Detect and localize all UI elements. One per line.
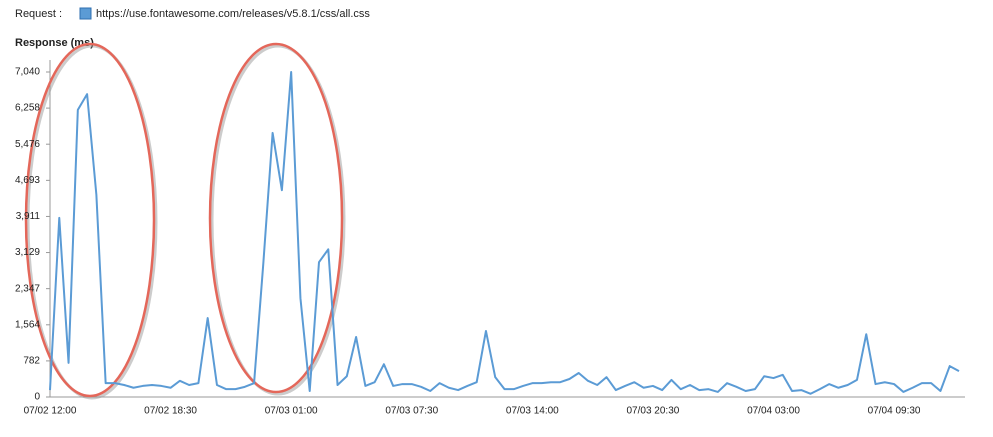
y-tick-label: 4,693 [15, 175, 40, 186]
y-tick-label: 7,040 [15, 67, 40, 78]
x-tick-label: 07/03 14:00 [506, 406, 559, 417]
y-tick-label: 2,347 [15, 283, 40, 294]
legend-swatch [79, 7, 92, 20]
y-tick-label: 782 [23, 356, 40, 367]
highlight-ellipse [208, 42, 344, 394]
highlight-shadow [210, 44, 346, 396]
x-tick-label: 07/02 12:00 [24, 406, 77, 417]
highlight-shadow [26, 44, 158, 400]
y-tick-label: 3,129 [15, 247, 40, 258]
x-tick-label: 07/03 07:30 [385, 406, 438, 417]
x-tick-label: 07/04 03:00 [747, 406, 800, 417]
y-axis-title: Response (ms) [15, 37, 94, 49]
y-tick-label: 1,564 [15, 319, 40, 330]
y-tick-label: 5,476 [15, 139, 40, 150]
x-tick-label: 07/02 18:30 [144, 406, 197, 417]
series-line [49, 71, 960, 395]
y-tick-label: 6,258 [15, 103, 40, 114]
x-tick-label: 07/04 09:30 [868, 406, 921, 417]
legend-title: Request : [15, 8, 62, 20]
y-tick-label: 3,911 [16, 211, 41, 222]
legend-label: https://use.fontawesome.com/releases/v5.… [96, 8, 370, 20]
highlight-ellipse [24, 42, 156, 398]
x-tick-label: 07/03 20:30 [626, 406, 679, 417]
x-tick-label: 07/03 01:00 [265, 406, 318, 417]
y-tick-label: 0 [34, 392, 40, 403]
